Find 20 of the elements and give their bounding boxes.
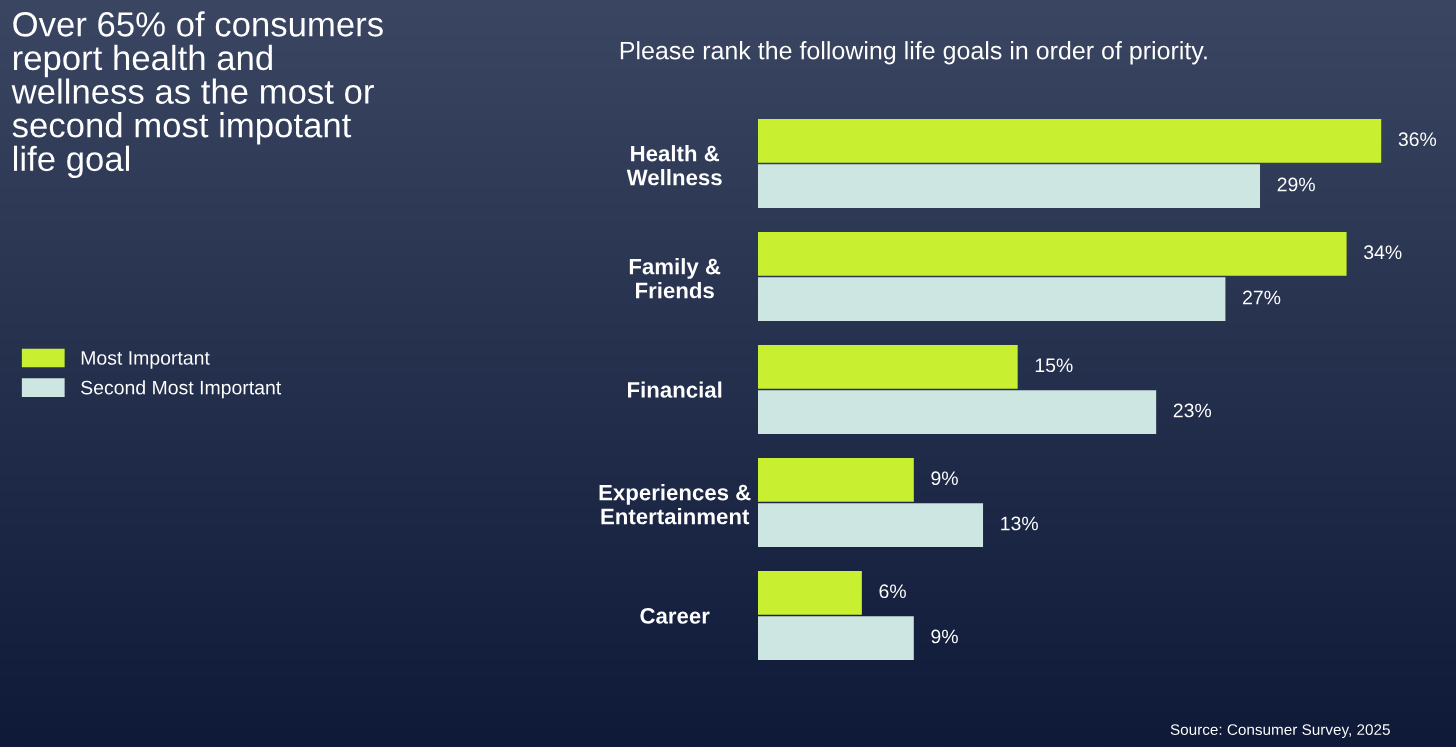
data-label: 36% — [1398, 132, 1437, 147]
y-tick-label: Career — [640, 608, 710, 624]
y-tick-label: Financial — [628, 381, 722, 398]
data-label: 27% — [1243, 290, 1281, 305]
y-tick-label: Experiences & Entertainment — [599, 484, 751, 525]
data-label: 9% — [931, 629, 958, 644]
y-tick-label: Family & Friends — [629, 258, 721, 299]
data-label: 9% — [931, 471, 958, 486]
legend-label: Second Most Important — [81, 380, 282, 399]
data-label: 13% — [1001, 516, 1038, 531]
chart-subtitle: Please rank the following life goals in order of priority. — [620, 41, 1207, 65]
data-label: 6% — [879, 584, 906, 599]
source-note: Source: Consumer Survey, 2025 — [1170, 724, 1390, 739]
y-tick-label: Health & Wellness — [626, 145, 722, 186]
legend-label: Most Important — [81, 351, 210, 369]
data-label: 34% — [1364, 245, 1402, 260]
data-label: 15% — [1035, 358, 1073, 373]
text: Over 65% of consumers report health and wellness as the most or second most impotant life goal — [11, 11, 383, 179]
data-label: 23% — [1173, 403, 1212, 418]
data-label: 29% — [1277, 177, 1315, 192]
